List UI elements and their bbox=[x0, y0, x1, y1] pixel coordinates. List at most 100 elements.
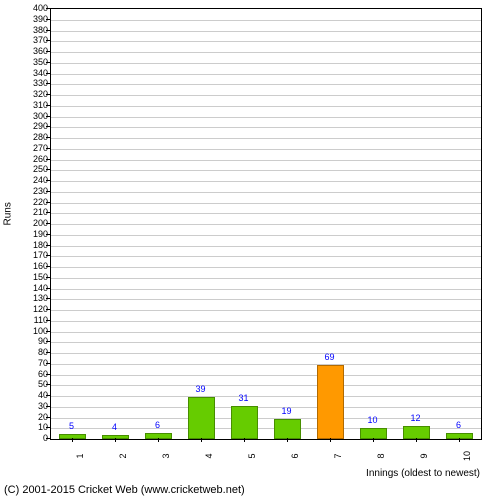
x-tick-label: 10 bbox=[462, 451, 472, 461]
bar-value-label: 31 bbox=[238, 393, 248, 403]
y-tick-label: 100 bbox=[18, 326, 48, 336]
y-tick-label: 380 bbox=[18, 25, 48, 35]
gridline-h bbox=[51, 224, 481, 225]
x-tick-mark bbox=[72, 438, 73, 442]
y-tick-label: 150 bbox=[18, 272, 48, 282]
gridline-h bbox=[51, 170, 481, 171]
y-tick-label: 260 bbox=[18, 154, 48, 164]
x-tick-mark bbox=[330, 438, 331, 442]
y-tick-label: 340 bbox=[18, 68, 48, 78]
y-tick-label: 320 bbox=[18, 89, 48, 99]
bar bbox=[274, 419, 301, 439]
x-tick-mark bbox=[459, 438, 460, 442]
gridline-h bbox=[51, 256, 481, 257]
gridline-h bbox=[51, 95, 481, 96]
x-tick-label: 9 bbox=[419, 453, 429, 458]
gridline-h bbox=[51, 127, 481, 128]
gridline-h bbox=[51, 278, 481, 279]
y-tick-label: 200 bbox=[18, 218, 48, 228]
gridline-h bbox=[51, 117, 481, 118]
gridline-h bbox=[51, 332, 481, 333]
x-tick-label: 8 bbox=[376, 453, 386, 458]
gridline-h bbox=[51, 342, 481, 343]
x-tick-mark bbox=[158, 438, 159, 442]
gridline-h bbox=[51, 84, 481, 85]
bar-value-label: 6 bbox=[155, 420, 160, 430]
x-tick-mark bbox=[244, 438, 245, 442]
bar bbox=[231, 406, 258, 439]
x-axis-title: Innings (oldest to newest) bbox=[366, 468, 480, 479]
gridline-h bbox=[51, 385, 481, 386]
y-tick-label: 390 bbox=[18, 14, 48, 24]
y-tick-label: 90 bbox=[18, 336, 48, 346]
bar-value-label: 69 bbox=[324, 352, 334, 362]
y-tick-label: 110 bbox=[18, 315, 48, 325]
gridline-h bbox=[51, 289, 481, 290]
x-tick-mark bbox=[115, 438, 116, 442]
gridline-h bbox=[51, 235, 481, 236]
bar-value-label: 6 bbox=[456, 420, 461, 430]
gridline-h bbox=[51, 138, 481, 139]
x-tick-mark bbox=[373, 438, 374, 442]
y-tick-label: 190 bbox=[18, 229, 48, 239]
x-tick-label: 6 bbox=[290, 453, 300, 458]
y-tick-label: 330 bbox=[18, 78, 48, 88]
x-tick-label: 1 bbox=[75, 453, 85, 458]
gridline-h bbox=[51, 203, 481, 204]
gridline-h bbox=[51, 31, 481, 32]
bar bbox=[188, 397, 215, 439]
x-tick-mark bbox=[201, 438, 202, 442]
gridline-h bbox=[51, 52, 481, 53]
gridline-h bbox=[51, 181, 481, 182]
y-tick-label: 160 bbox=[18, 261, 48, 271]
y-tick-label: 280 bbox=[18, 132, 48, 142]
runs-by-innings-chart: Runs Innings (oldest to newest) (C) 2001… bbox=[0, 0, 500, 500]
gridline-h bbox=[51, 407, 481, 408]
x-tick-label: 5 bbox=[247, 453, 257, 458]
y-tick-label: 140 bbox=[18, 283, 48, 293]
gridline-h bbox=[51, 321, 481, 322]
gridline-h bbox=[51, 74, 481, 75]
gridline-h bbox=[51, 353, 481, 354]
y-tick-label: 170 bbox=[18, 250, 48, 260]
y-tick-label: 310 bbox=[18, 100, 48, 110]
bar-value-label: 10 bbox=[367, 415, 377, 425]
y-tick-label: 50 bbox=[18, 379, 48, 389]
y-tick-label: 0 bbox=[18, 433, 48, 443]
gridline-h bbox=[51, 267, 481, 268]
bar-value-label: 4 bbox=[112, 422, 117, 432]
x-tick-label: 4 bbox=[204, 453, 214, 458]
gridline-h bbox=[51, 41, 481, 42]
y-tick-label: 240 bbox=[18, 175, 48, 185]
gridline-h bbox=[51, 20, 481, 21]
bar bbox=[317, 365, 344, 439]
gridline-h bbox=[51, 364, 481, 365]
plot-area bbox=[50, 8, 482, 440]
x-tick-mark bbox=[287, 438, 288, 442]
gridline-h bbox=[51, 375, 481, 376]
y-tick-label: 270 bbox=[18, 143, 48, 153]
copyright-text: (C) 2001-2015 Cricket Web (www.cricketwe… bbox=[4, 484, 245, 496]
y-tick-label: 120 bbox=[18, 304, 48, 314]
y-tick-label: 130 bbox=[18, 293, 48, 303]
gridline-h bbox=[51, 106, 481, 107]
gridline-h bbox=[51, 192, 481, 193]
y-tick-label: 40 bbox=[18, 390, 48, 400]
y-tick-label: 30 bbox=[18, 401, 48, 411]
bar-value-label: 5 bbox=[69, 421, 74, 431]
gridline-h bbox=[51, 310, 481, 311]
y-tick-label: 370 bbox=[18, 35, 48, 45]
gridline-h bbox=[51, 396, 481, 397]
y-tick-label: 300 bbox=[18, 111, 48, 121]
y-tick-label: 180 bbox=[18, 240, 48, 250]
y-tick-label: 210 bbox=[18, 207, 48, 217]
y-tick-label: 20 bbox=[18, 412, 48, 422]
gridline-h bbox=[51, 246, 481, 247]
bar-value-label: 19 bbox=[281, 406, 291, 416]
y-tick-label: 400 bbox=[18, 3, 48, 13]
y-tick-label: 290 bbox=[18, 121, 48, 131]
y-axis-title: Runs bbox=[3, 202, 14, 225]
y-tick-label: 10 bbox=[18, 422, 48, 432]
gridline-h bbox=[51, 63, 481, 64]
y-tick-label: 80 bbox=[18, 347, 48, 357]
